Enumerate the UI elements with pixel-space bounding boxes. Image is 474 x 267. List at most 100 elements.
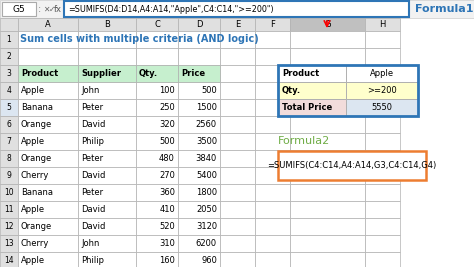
Bar: [136, 48, 178, 65]
Bar: [220, 31, 255, 48]
Bar: [290, 150, 365, 167]
Bar: [346, 99, 418, 116]
Bar: [136, 235, 178, 252]
Text: 310: 310: [159, 239, 175, 248]
Text: Formula1: Formula1: [415, 4, 474, 14]
Bar: [2, 2, 36, 16]
Text: Orange: Orange: [21, 222, 52, 231]
Text: Formula2: Formula2: [278, 136, 330, 146]
Text: David: David: [81, 171, 105, 180]
Bar: [178, 201, 220, 218]
Bar: [178, 99, 220, 116]
Bar: [220, 133, 255, 150]
Text: 1800: 1800: [196, 188, 217, 197]
Bar: [178, 116, 220, 133]
Text: 6: 6: [7, 120, 11, 129]
Bar: [365, 99, 400, 116]
Bar: [220, 167, 255, 184]
Bar: [136, 201, 178, 218]
Bar: [18, 167, 78, 184]
Text: 500: 500: [159, 137, 175, 146]
Text: 8: 8: [7, 154, 11, 163]
Text: 12: 12: [4, 222, 14, 231]
Text: 360: 360: [159, 188, 175, 197]
Bar: [178, 235, 220, 252]
Text: John: John: [81, 239, 100, 248]
Bar: [18, 18, 78, 31]
Bar: [290, 31, 365, 48]
Text: Banana: Banana: [21, 103, 53, 112]
Bar: [136, 252, 178, 267]
Text: fx: fx: [54, 5, 62, 14]
Bar: [255, 150, 290, 167]
Bar: [178, 252, 220, 267]
Text: >=200: >=200: [367, 86, 397, 95]
Bar: [365, 48, 400, 65]
Bar: [365, 201, 400, 218]
Bar: [255, 133, 290, 150]
Bar: [290, 18, 365, 31]
Bar: [290, 167, 365, 184]
Bar: [0, 65, 18, 82]
Bar: [255, 201, 290, 218]
Bar: [0, 184, 18, 201]
Bar: [220, 18, 255, 31]
Bar: [0, 133, 18, 150]
Bar: [178, 18, 220, 31]
Bar: [18, 150, 78, 167]
Text: Total Price: Total Price: [282, 103, 332, 112]
Text: B: B: [104, 20, 110, 29]
Bar: [78, 116, 136, 133]
Bar: [255, 218, 290, 235]
Bar: [136, 31, 178, 48]
Bar: [220, 116, 255, 133]
Bar: [278, 65, 346, 82]
Text: Banana: Banana: [21, 188, 53, 197]
Bar: [220, 235, 255, 252]
Bar: [255, 48, 290, 65]
Bar: [365, 133, 400, 150]
Bar: [78, 65, 136, 82]
Bar: [346, 82, 418, 99]
Bar: [178, 184, 220, 201]
Bar: [255, 31, 290, 48]
Bar: [178, 65, 220, 82]
Text: 320: 320: [159, 120, 175, 129]
Bar: [136, 218, 178, 235]
Text: Price: Price: [181, 69, 205, 78]
Bar: [0, 99, 18, 116]
Bar: [178, 31, 220, 48]
Bar: [78, 184, 136, 201]
Text: :: :: [38, 4, 42, 14]
Bar: [365, 31, 400, 48]
Text: 500: 500: [201, 86, 217, 95]
Bar: [290, 48, 365, 65]
Bar: [0, 252, 18, 267]
Text: 2560: 2560: [196, 120, 217, 129]
Text: Philip: Philip: [81, 256, 104, 265]
Text: 5550: 5550: [372, 103, 392, 112]
Text: H: H: [379, 20, 386, 29]
Text: =SUMIFS(D4:D14,A4:A14,"Apple",C4:C14,">=200"): =SUMIFS(D4:D14,A4:A14,"Apple",C4:C14,">=…: [68, 5, 273, 14]
Bar: [18, 133, 78, 150]
Text: Cherry: Cherry: [21, 239, 49, 248]
Text: D: D: [196, 20, 202, 29]
Bar: [178, 48, 220, 65]
Bar: [365, 82, 400, 99]
Text: 4: 4: [7, 86, 11, 95]
Bar: [290, 218, 365, 235]
Text: 2: 2: [7, 52, 11, 61]
Text: 7: 7: [7, 137, 11, 146]
Bar: [78, 150, 136, 167]
Text: 6200: 6200: [196, 239, 217, 248]
Bar: [290, 133, 365, 150]
Text: G: G: [324, 20, 331, 29]
Bar: [178, 65, 220, 82]
Bar: [255, 99, 290, 116]
Text: Apple: Apple: [21, 86, 45, 95]
Text: Qty.: Qty.: [139, 69, 158, 78]
Text: 5400: 5400: [196, 171, 217, 180]
Bar: [255, 82, 290, 99]
Text: Peter: Peter: [81, 188, 103, 197]
Bar: [278, 151, 426, 180]
